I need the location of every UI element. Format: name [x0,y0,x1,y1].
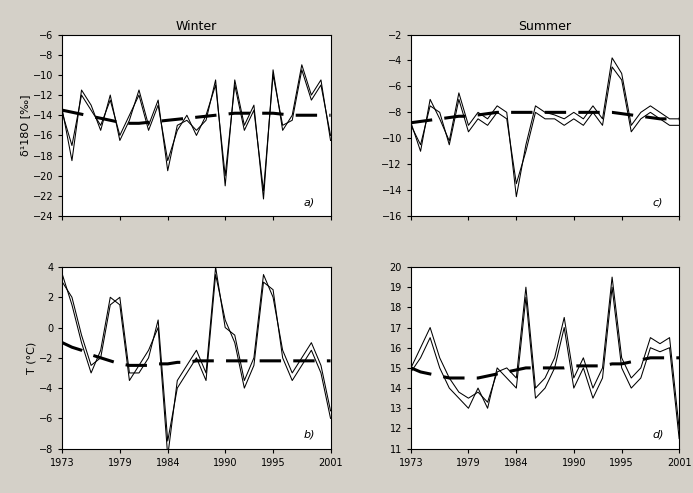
Title: Winter: Winter [176,20,217,34]
Y-axis label: δ¹18O [‰]: δ¹18O [‰] [20,95,30,156]
Text: a): a) [304,197,315,207]
Text: d): d) [652,429,664,440]
Title: Summer: Summer [518,20,572,34]
Text: b): b) [304,429,315,440]
Text: c): c) [652,197,663,207]
Y-axis label: T (°C): T (°C) [26,342,36,374]
